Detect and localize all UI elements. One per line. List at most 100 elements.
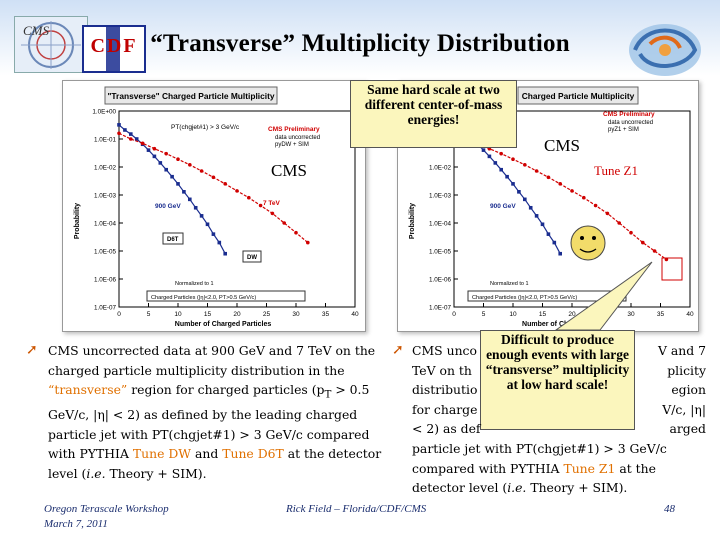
right-bullet-line8b: Theory + SIM). bbox=[526, 480, 628, 496]
right-series-0-point bbox=[546, 232, 551, 236]
left-series-1-point bbox=[294, 230, 298, 235]
right-plot-header: Charged Particle Multiplicity bbox=[522, 91, 635, 101]
left-series-0-point bbox=[199, 214, 204, 218]
right-xtick-label: 35 bbox=[657, 311, 665, 318]
callout-difficult-to-produce: Difficult to produce enough events with … bbox=[480, 330, 635, 430]
left-plot-cut: PT(chgjet#1) > 3 GeV/c bbox=[171, 124, 240, 131]
left-series-1-point bbox=[152, 146, 157, 151]
left-ytick-label: 1.0E-02 bbox=[94, 165, 117, 172]
left-bullet-part2: region for charged particles (p bbox=[127, 382, 325, 398]
left-ytick-label: 1.0E-03 bbox=[94, 193, 117, 200]
right-xtick-label: 5 bbox=[482, 311, 486, 318]
left-series-0-point bbox=[193, 205, 198, 210]
right-series-0-point bbox=[487, 154, 492, 159]
right-series-1-point bbox=[511, 157, 515, 161]
left-series-1-point bbox=[188, 162, 192, 167]
left-xtick-label: 35 bbox=[322, 311, 330, 318]
left-series-1-point bbox=[211, 175, 216, 180]
right-ytick-label: 1.0E-06 bbox=[429, 277, 452, 284]
cms-logo-graphic: CMS bbox=[21, 21, 81, 69]
right-series-1-point bbox=[499, 151, 503, 156]
left-bullet-part1: CMS uncorrected data at 900 GeV and 7 Te… bbox=[48, 343, 376, 378]
right-ytick-label: 1.0E-02 bbox=[429, 165, 452, 172]
right-series-0-point bbox=[511, 182, 515, 186]
right-series-0-point bbox=[493, 161, 498, 165]
left-xtick-label: 25 bbox=[263, 311, 271, 318]
left-series-1-point bbox=[282, 221, 286, 225]
right-bullet-line2a: TeV on th bbox=[412, 362, 472, 378]
left-ytick-label: 1.0E-05 bbox=[94, 249, 117, 256]
right-series-1-point bbox=[641, 240, 645, 245]
left-plot-norm: Normalized to 1 bbox=[175, 281, 214, 287]
left-plot-dw-box bbox=[242, 250, 262, 263]
left-ytick-label: 1.0E-07 bbox=[94, 305, 117, 312]
right-plot-legend: Charged Particles (|η|<2.0, PT>0.5 GeV/c… bbox=[472, 295, 577, 301]
right-series-0-point bbox=[528, 205, 533, 210]
right-bullet-line7a: compared with PYTHIA bbox=[412, 460, 564, 476]
left-series-0-point bbox=[188, 197, 192, 202]
right-xtick-label: 10 bbox=[509, 311, 517, 318]
left-bullet-part5: Theory + SIM). bbox=[105, 466, 207, 482]
left-series-0-point bbox=[146, 148, 151, 152]
left-bullet-tune-dw: Tune DW bbox=[132, 446, 192, 462]
bullet-arrow-icon: ➚ bbox=[26, 342, 38, 358]
left-plot-d6t-box bbox=[162, 232, 184, 245]
right-plot-label-900: 900 GeV bbox=[490, 203, 516, 210]
left-xtick-label: 10 bbox=[174, 311, 182, 318]
right-plot-tail-highlight bbox=[661, 257, 683, 281]
cdf-logo-text: CDF bbox=[90, 35, 138, 57]
left-bullet-part3: > 0.5 GeV/c, |η| < 2) as defined by the … bbox=[48, 382, 370, 462]
right-plot-cms-label: CMS bbox=[544, 136, 580, 155]
left-ytick-label: 1.0E-06 bbox=[94, 277, 117, 284]
right-bullet-line1a: CMS unco bbox=[412, 343, 477, 358]
right-bullet-line6: particle jet with PT(chgjet#1) > 3 GeV/c bbox=[412, 440, 667, 456]
left-plot-prelim-sub1: data uncorrected bbox=[275, 135, 320, 141]
right-plot-tune: Tune Z1 bbox=[594, 163, 638, 178]
right-series-0-point bbox=[499, 167, 503, 172]
left-series-1-point bbox=[247, 195, 251, 200]
smiley-icon bbox=[570, 225, 606, 261]
left-bullet-text: CMS uncorrected data at 900 GeV and 7 Te… bbox=[48, 341, 396, 484]
right-series-0-point bbox=[558, 251, 562, 256]
left-ytick-label: 1.0E-04 bbox=[94, 221, 117, 228]
right-bullet-line1b: V and 7 bbox=[657, 343, 706, 358]
left-series-0-point bbox=[176, 182, 180, 186]
footer-page-number: 48 bbox=[664, 503, 675, 515]
left-series-1-point bbox=[306, 240, 310, 245]
right-bullet-line5a: < 2) as def bbox=[412, 421, 481, 437]
right-plot-ylabel: Probability bbox=[409, 203, 416, 239]
left-series-0-point bbox=[217, 240, 222, 245]
right-series-1-point bbox=[617, 221, 621, 225]
right-plot: Charged Particle Multiplicity CMS Prelim… bbox=[409, 86, 694, 328]
callout-low-pointer bbox=[554, 261, 653, 331]
left-ytick-label: 1.0E-01 bbox=[94, 137, 117, 144]
left-bullet-ie: i.e. bbox=[86, 466, 106, 482]
left-plot-header-box bbox=[104, 86, 278, 105]
left-ytick-label: 1.0E+00 bbox=[92, 109, 116, 116]
left-bullet-part4: at the detector level ( bbox=[48, 446, 382, 482]
swirl-logo bbox=[620, 14, 710, 82]
left-series-1-point bbox=[199, 169, 204, 173]
right-bullet-line2b: plicity bbox=[667, 362, 706, 378]
right-bullet-line8a: detector level ( bbox=[412, 480, 508, 496]
left-series-1-point bbox=[258, 203, 263, 208]
footer-author: Rick Field – Florida/CDF/CMS bbox=[286, 503, 427, 515]
right-bullet-text: CMS unco V and 7 TeV on th plicity distrib… bbox=[412, 341, 712, 498]
right-series-1-point bbox=[558, 182, 562, 186]
right-ytick-label: 1.0E-05 bbox=[429, 249, 452, 256]
left-series-1-point bbox=[129, 137, 133, 141]
left-series-0-point bbox=[152, 154, 157, 159]
left-series-1-point bbox=[140, 141, 145, 146]
right-series-0-point bbox=[523, 197, 527, 202]
left-series-1-point bbox=[176, 157, 180, 161]
right-plot-norm: Normalized to 1 bbox=[490, 281, 529, 287]
left-series-1-point bbox=[235, 189, 239, 193]
right-plot-xlabel: Number of Charged P bbox=[522, 321, 594, 328]
cdf-logo-bar bbox=[106, 27, 120, 71]
right-bullet-line5b: arged bbox=[669, 421, 706, 437]
left-plot-cms-label: CMS bbox=[271, 161, 307, 180]
left-series-1-point bbox=[117, 131, 121, 136]
right-ytick-label: 1.0E-03 bbox=[429, 193, 452, 200]
slide-title: “Transverse” Multiplicity Distribution bbox=[150, 30, 570, 57]
cms-logo: CMS bbox=[14, 16, 88, 73]
